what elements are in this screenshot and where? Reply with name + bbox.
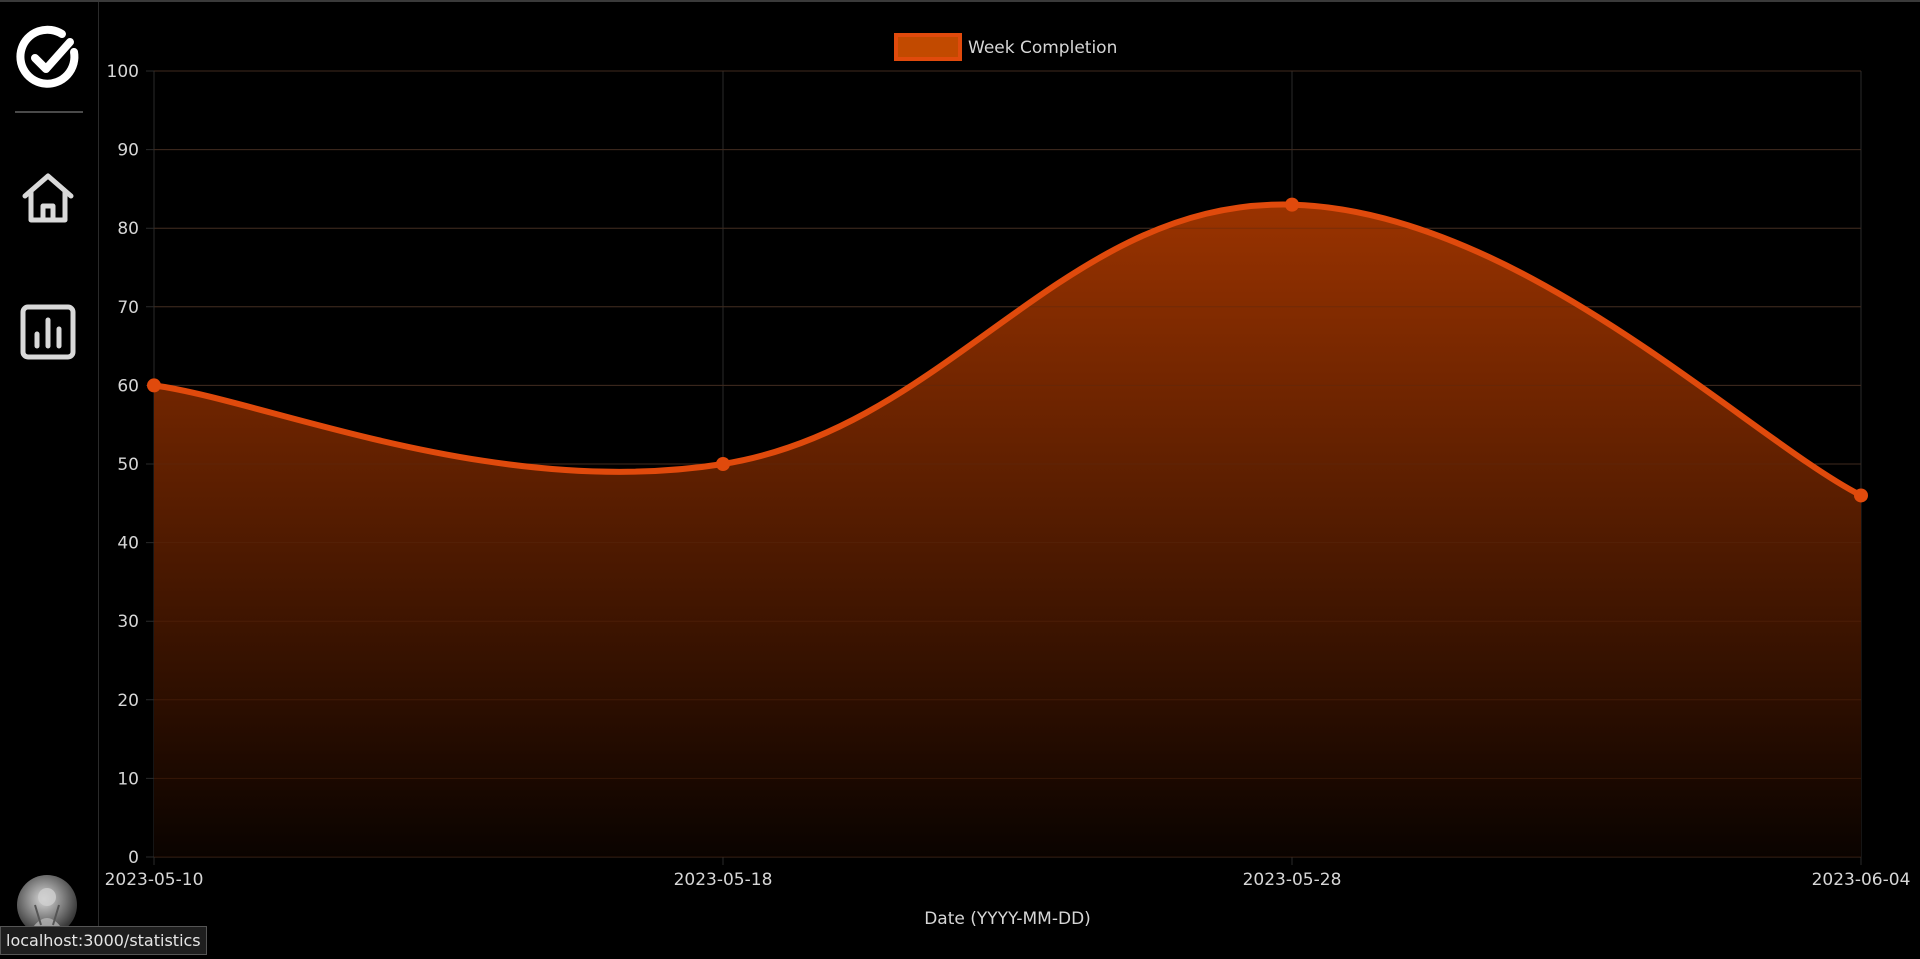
user-avatar[interactable] — [17, 875, 77, 935]
sidebar-item-home[interactable] — [18, 168, 78, 228]
legend-swatch — [894, 33, 962, 61]
series-area — [154, 204, 1861, 857]
y-tick-label: 10 — [117, 769, 139, 789]
x-tick-label: 2023-06-04 — [1812, 870, 1911, 890]
home-icon — [18, 173, 78, 232]
status-bar-url: localhost:3000/statistics — [0, 926, 207, 955]
sidebar-divider — [15, 111, 83, 113]
data-point — [147, 378, 161, 393]
x-tick-label: 2023-05-18 — [674, 870, 773, 890]
bar-chart-icon — [18, 304, 78, 366]
y-tick-label: 30 — [117, 612, 139, 632]
y-tick-label: 60 — [117, 376, 139, 396]
y-tick-label: 80 — [117, 219, 139, 239]
sidebar — [0, 2, 99, 955]
x-tick-label: 2023-05-10 — [105, 870, 204, 890]
x-axis-title: Date (YYYY-MM-DD) — [924, 909, 1091, 929]
legend-label: Week Completion — [968, 38, 1117, 58]
chart-area: 0 10 20 30 40 50 60 70 80 90 100 2023-05-10 2023-05-… — [99, 2, 1920, 955]
y-tick-label: 100 — [107, 62, 139, 82]
week-completion-chart[interactable]: 0 10 20 30 40 50 60 70 80 90 100 2023-05-10 2023-05-… — [99, 2, 1920, 955]
x-tick-label: 2023-05-28 — [1243, 870, 1342, 890]
data-point — [716, 457, 730, 471]
sidebar-item-statistics[interactable] — [18, 302, 78, 362]
y-tick-label: 40 — [117, 534, 139, 554]
y-tick-label: 90 — [117, 141, 139, 161]
y-tick-label: 0 — [128, 848, 139, 868]
y-tick-label: 20 — [117, 691, 139, 711]
data-point — [1285, 197, 1299, 212]
check-circle-icon[interactable] — [14, 24, 82, 92]
y-tick-label: 70 — [117, 298, 139, 318]
y-tick-label: 50 — [117, 455, 139, 475]
data-point — [1854, 488, 1868, 503]
series-line — [151, 201, 1864, 499]
